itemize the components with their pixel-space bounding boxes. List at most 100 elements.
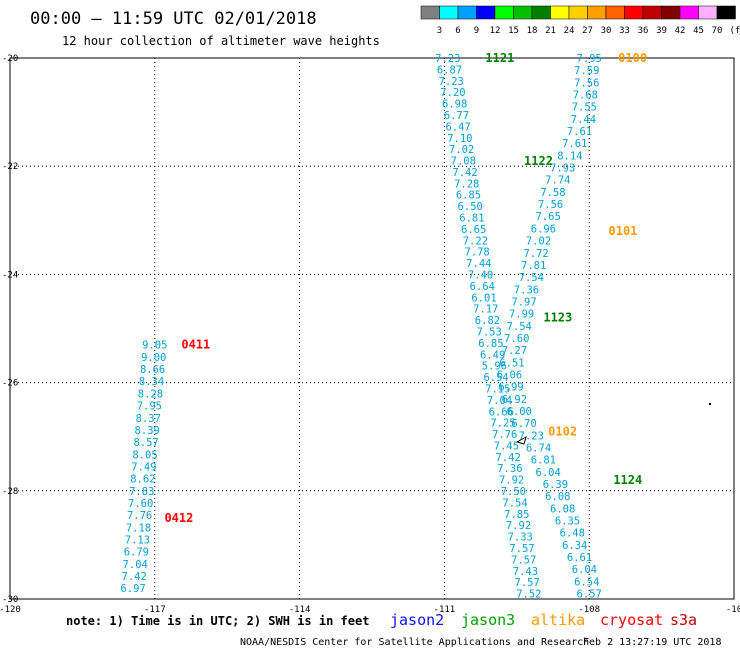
wave-height-point: 7.59: [574, 65, 599, 77]
wave-height-point: 6.49: [480, 349, 505, 361]
legend-value: 12: [490, 26, 501, 36]
y-tick-label: -24: [2, 270, 18, 280]
wave-height-point: 9.05: [142, 340, 167, 352]
legend-value: 18: [527, 26, 538, 36]
wave-height-point: 7.13: [125, 534, 150, 546]
wave-height-point: 7.74: [545, 175, 570, 187]
wave-height-point: 6.81: [459, 213, 484, 225]
x-tick-label: -120: [0, 605, 21, 615]
wave-height-point: 7.57: [509, 543, 534, 555]
wave-height-point: 7.42: [122, 571, 147, 583]
legend-value: 21: [545, 26, 556, 36]
legend-swatch: [550, 5, 570, 20]
legend-swatch: [679, 5, 699, 20]
legend-swatch: [439, 5, 459, 20]
wave-height-point: 7.65: [536, 211, 561, 223]
wave-height-point: 7.99: [509, 309, 534, 321]
time-label: 0100: [618, 51, 647, 65]
wave-height-point: 6.51: [499, 357, 524, 369]
legend-swatch: [605, 5, 625, 20]
wave-height-point: 7.23: [519, 430, 544, 442]
wave-height-point: 6.34: [562, 540, 587, 552]
plot-grid: [10, 58, 734, 599]
y-tick-label: -20: [2, 54, 18, 64]
wave-height-point: 7.60: [504, 333, 529, 345]
wave-height-point: 6.08: [545, 491, 570, 503]
legend-swatch: [716, 5, 736, 20]
wave-height-point: 6.64: [470, 281, 495, 293]
footer-note: note: 1) Time is in UTC; 2) SWH is in fe…: [66, 614, 369, 628]
wave-height-point: 7.45: [494, 440, 519, 452]
legend-value: 6: [455, 26, 460, 36]
wave-height-point: 7.92: [499, 475, 524, 487]
legend-value: 36: [638, 26, 649, 36]
wave-height-point: 7.52: [516, 589, 541, 601]
legend-swatch: [624, 5, 644, 20]
wave-height-point: 6.01: [471, 292, 496, 304]
wave-height-point: 8.28: [138, 388, 163, 400]
wave-height-point: 7.56: [574, 77, 599, 89]
wave-height-point: 7.44: [571, 114, 596, 126]
wave-height-point: 7.72: [523, 248, 548, 260]
wave-height-point: 6.04: [536, 467, 561, 479]
wave-height-point: 9.00: [141, 352, 166, 364]
wave-height-point: 7.44: [466, 258, 491, 270]
track-crossing-icon: [515, 435, 527, 445]
wave-height-point: 6.39: [543, 479, 568, 491]
wave-height-point: 7.76: [127, 510, 152, 522]
wave-height-point: 6.70: [511, 418, 536, 430]
wave-height-point: 7.36: [514, 284, 539, 296]
legend-swatch: [642, 5, 662, 20]
wave-height-point: 7.43: [513, 566, 538, 578]
time-label: 0412: [164, 511, 193, 525]
wave-height-point: 7.56: [538, 199, 563, 211]
legend-value: 42: [675, 26, 686, 36]
legend-swatch: [420, 5, 440, 20]
wave-height-point: 8.14: [557, 150, 582, 162]
wave-height-point: 6.81: [531, 455, 556, 467]
wave-height-point: 7.54: [507, 321, 532, 333]
satellite-legend: jason2 jason3 altika cryosat s3a: [390, 611, 697, 629]
legend-value: 45: [693, 26, 704, 36]
wave-height-point: 6.85: [478, 338, 503, 350]
wave-height-point: 7.53: [477, 326, 502, 338]
x-tick-label: -10: [726, 605, 740, 615]
wave-height-point: 7.83: [129, 486, 154, 498]
chart-subtitle: 12 hour collection of altimeter wave hei…: [62, 34, 380, 48]
wave-height-point: 7.57: [514, 577, 539, 589]
satellite-s3a: s3a: [670, 611, 697, 629]
y-axis-ticks: -20 -22 -24 -26 -28 -30: [2, 54, 18, 605]
wave-height-point: 6.48: [560, 528, 585, 540]
wave-height-point: 7.17: [473, 304, 498, 316]
wave-height-point: 6.50: [458, 201, 483, 213]
wave-height-point: 6.82: [475, 315, 500, 327]
plot-frame: [9, 57, 735, 600]
wave-height-point: 7.54: [519, 272, 544, 284]
x-axis-ticks: -120 -117 -114 -111 -108 -10: [0, 605, 740, 615]
wave-height-point: 7.60: [128, 498, 153, 510]
legend-value: 30: [601, 26, 612, 36]
wave-height-point: 7.68: [573, 90, 598, 102]
wave-height-point: 6.35: [555, 516, 580, 528]
wave-height-point: 7.42: [452, 167, 477, 179]
satellite-altika: altika: [531, 611, 585, 629]
time-label: 1121: [485, 51, 514, 65]
wave-height-point: 7.42: [496, 452, 521, 464]
wave-height-point: 6.54: [574, 576, 599, 588]
wave-height-point: 7.50: [501, 486, 526, 498]
wave-height-point: 7.95: [577, 53, 602, 65]
wave-height-point: 6.00: [507, 406, 532, 418]
wave-height-point: 7.76: [492, 429, 517, 441]
legend-value: 27: [582, 26, 593, 36]
wave-height-point: 6.66: [489, 406, 514, 418]
legend-value: 24: [564, 26, 575, 36]
legend-value: 9: [474, 26, 479, 36]
legend-swatch: [531, 5, 551, 20]
wave-height-point: 7.18: [126, 522, 151, 534]
wave-height-point: 6.77: [444, 110, 469, 122]
wave-height-point: 7.85: [504, 509, 529, 521]
wave-height-point: 8.66: [140, 364, 165, 376]
y-tick-label: -22: [2, 162, 18, 172]
wave-height-point: 6.47: [445, 121, 470, 133]
